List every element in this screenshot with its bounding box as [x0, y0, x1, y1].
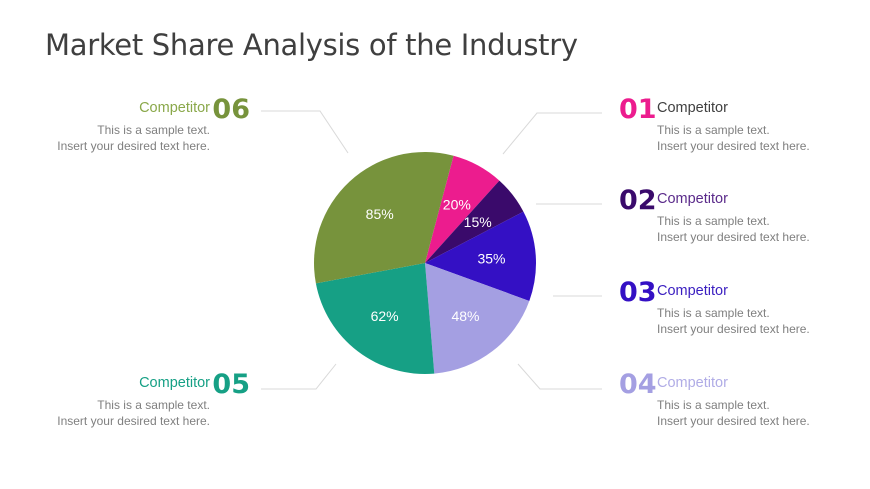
competitor-number-05: 05: [212, 369, 250, 400]
description-line-2: Insert your desired text here.: [657, 414, 810, 428]
pie-slice-5: [315, 263, 435, 374]
pie-slice-labels: 20%15% 35% 48% 62% 85%: [366, 197, 506, 325]
competitor-description-05: This is a sample text. Insert your desir…: [57, 397, 210, 429]
description-line-1: This is a sample text.: [657, 123, 770, 137]
connector-lines: [261, 110, 602, 390]
page-title: Market Share Analysis of the Industry: [45, 28, 578, 62]
description-line-1: This is a sample text.: [97, 123, 210, 137]
pie-slice-label-5: 62%: [371, 308, 399, 324]
pie-slice-label-3: 35%: [477, 251, 505, 267]
description-line-2: Insert your desired text here.: [57, 414, 210, 428]
competitor-number-01: 01: [619, 94, 657, 125]
competitor-description-03: This is a sample text. Insert your desir…: [657, 305, 810, 337]
pie-slice-1: [425, 155, 500, 263]
description-line-2: Insert your desired text here.: [657, 139, 810, 153]
connector-line-04: [517, 363, 602, 390]
connector-line-01: [502, 112, 602, 155]
competitor-label-06: Competitor: [139, 100, 210, 116]
competitor-label-02: Competitor: [657, 191, 728, 207]
competitor-description-02: This is a sample text. Insert your desir…: [657, 213, 810, 245]
competitor-description-01: This is a sample text. Insert your desir…: [657, 122, 810, 154]
pie-slice-label-4: 48%: [451, 308, 479, 324]
competitor-number-04: 04: [619, 369, 657, 400]
competitor-label-03: Competitor: [657, 283, 728, 299]
pie-slice-2: [425, 180, 524, 263]
competitor-label-01: Competitor: [657, 100, 728, 116]
competitor-number-06: 06: [212, 94, 250, 125]
pie-slice-label-1: 20%: [443, 197, 471, 213]
description-line-1: This is a sample text.: [657, 214, 770, 228]
pie-slice-6: [314, 151, 454, 284]
description-line-1: This is a sample text.: [657, 306, 770, 320]
description-line-2: Insert your desired text here.: [57, 139, 210, 153]
competitor-number-03: 03: [619, 277, 657, 308]
pie-slice-4: [425, 263, 530, 374]
competitor-number-02: 02: [619, 185, 657, 216]
pie-slices: [314, 151, 537, 374]
description-line-2: Insert your desired text here.: [657, 230, 810, 244]
connector-line-05: [261, 363, 337, 390]
pie-slice-label-6: 85%: [366, 206, 394, 222]
pie-slice-label-2: 15%: [464, 214, 492, 230]
competitor-description-06: This is a sample text. Insert your desir…: [57, 122, 210, 154]
description-line-1: This is a sample text.: [97, 398, 210, 412]
description-line-2: Insert your desired text here.: [657, 322, 810, 336]
competitor-label-04: Competitor: [657, 375, 728, 391]
pie-slice-3: [425, 211, 537, 301]
description-line-1: This is a sample text.: [657, 398, 770, 412]
competitor-description-04: This is a sample text. Insert your desir…: [657, 397, 810, 429]
competitor-label-05: Competitor: [139, 375, 210, 391]
connector-line-06: [261, 110, 349, 154]
